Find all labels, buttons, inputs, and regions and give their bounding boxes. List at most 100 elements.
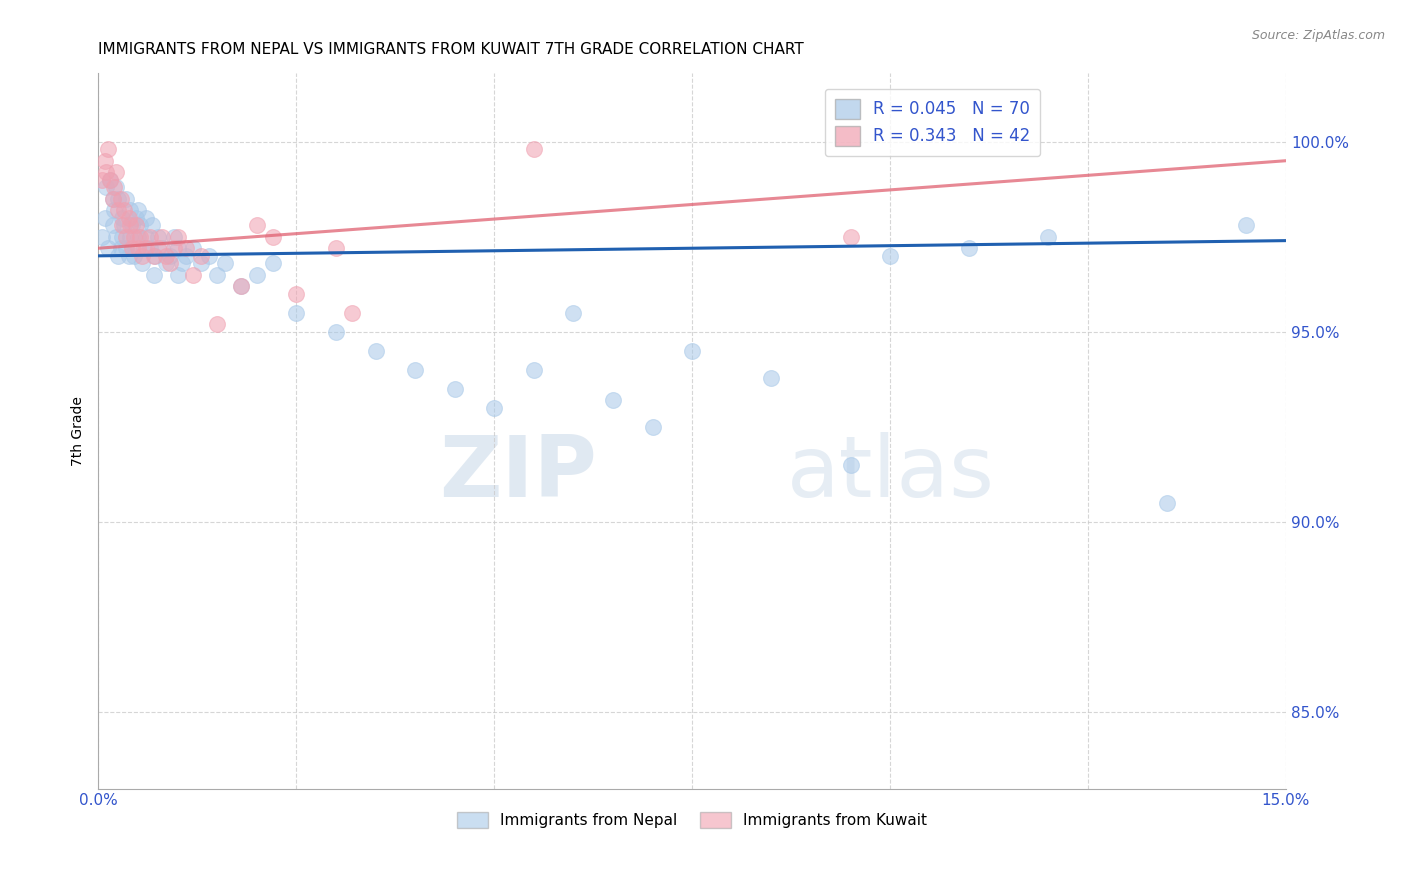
Point <box>246 219 269 233</box>
Point <box>128 219 150 233</box>
Point <box>101 219 124 233</box>
Point <box>120 219 142 233</box>
Point <box>879 249 901 263</box>
Point <box>1156 496 1178 510</box>
Point <box>111 219 134 233</box>
Point <box>142 268 165 282</box>
Point <box>262 229 284 244</box>
Point <box>121 241 143 255</box>
Point <box>103 180 125 194</box>
Point <box>159 249 181 263</box>
Point <box>115 192 138 206</box>
Y-axis label: 7th Grade: 7th Grade <box>72 396 86 466</box>
Point <box>103 203 125 218</box>
Point <box>135 229 157 244</box>
Point <box>104 165 127 179</box>
Point <box>839 229 862 244</box>
Point <box>131 256 153 270</box>
Point <box>183 268 205 282</box>
Point <box>127 203 149 218</box>
Point <box>127 241 149 255</box>
Point <box>112 203 135 218</box>
Point <box>98 173 121 187</box>
Point <box>146 229 169 244</box>
Point <box>325 325 347 339</box>
Point <box>602 393 624 408</box>
Point <box>111 211 134 225</box>
Point <box>96 180 118 194</box>
Point <box>98 173 121 187</box>
Point <box>135 211 157 225</box>
Point <box>94 153 117 168</box>
Point <box>957 241 980 255</box>
Point <box>159 256 181 270</box>
Point <box>1234 219 1257 233</box>
Point <box>110 192 132 206</box>
Point <box>107 203 129 218</box>
Point <box>150 229 173 244</box>
Point <box>107 192 129 206</box>
Point <box>117 211 139 225</box>
Point <box>839 458 862 472</box>
Point <box>340 306 363 320</box>
Point <box>97 241 120 255</box>
Point <box>174 241 197 255</box>
Text: atlas: atlas <box>787 433 995 516</box>
Point <box>174 249 197 263</box>
Point <box>96 165 118 179</box>
Point <box>183 241 205 255</box>
Point <box>523 142 546 156</box>
Point <box>443 382 465 396</box>
Point <box>131 249 153 263</box>
Point <box>163 229 186 244</box>
Point <box>91 229 114 244</box>
Point <box>641 420 664 434</box>
Point <box>122 229 145 244</box>
Point <box>139 229 162 244</box>
Point <box>135 241 157 255</box>
Point <box>111 229 134 244</box>
Point <box>285 306 308 320</box>
Point <box>97 142 120 156</box>
Point <box>523 363 546 377</box>
Point <box>141 219 163 233</box>
Point <box>139 241 162 255</box>
Point <box>94 211 117 225</box>
Point <box>142 249 165 263</box>
Point <box>484 401 506 415</box>
Point <box>198 249 221 263</box>
Point <box>190 249 212 263</box>
Point <box>121 219 143 233</box>
Point <box>229 279 252 293</box>
Point <box>155 249 177 263</box>
Point <box>125 211 148 225</box>
Point <box>1038 229 1060 244</box>
Legend: Immigrants from Nepal, Immigrants from Kuwait: Immigrants from Nepal, Immigrants from K… <box>451 806 934 835</box>
Point <box>146 241 169 255</box>
Point <box>104 229 127 244</box>
Text: Source: ZipAtlas.com: Source: ZipAtlas.com <box>1251 29 1385 42</box>
Point <box>285 286 308 301</box>
Point <box>115 241 138 255</box>
Point <box>681 343 703 358</box>
Point <box>107 249 129 263</box>
Point <box>104 180 127 194</box>
Point <box>190 256 212 270</box>
Point <box>325 241 347 255</box>
Point <box>364 343 387 358</box>
Point <box>246 268 269 282</box>
Point <box>166 241 188 255</box>
Point <box>122 249 145 263</box>
Point <box>155 256 177 270</box>
Point <box>205 268 228 282</box>
Point <box>170 256 193 270</box>
Point <box>101 192 124 206</box>
Point <box>128 229 150 244</box>
Point <box>229 279 252 293</box>
Point <box>205 318 228 332</box>
Point <box>110 241 132 255</box>
Point <box>91 173 114 187</box>
Point <box>101 192 124 206</box>
Point <box>145 249 167 263</box>
Point <box>134 241 156 255</box>
